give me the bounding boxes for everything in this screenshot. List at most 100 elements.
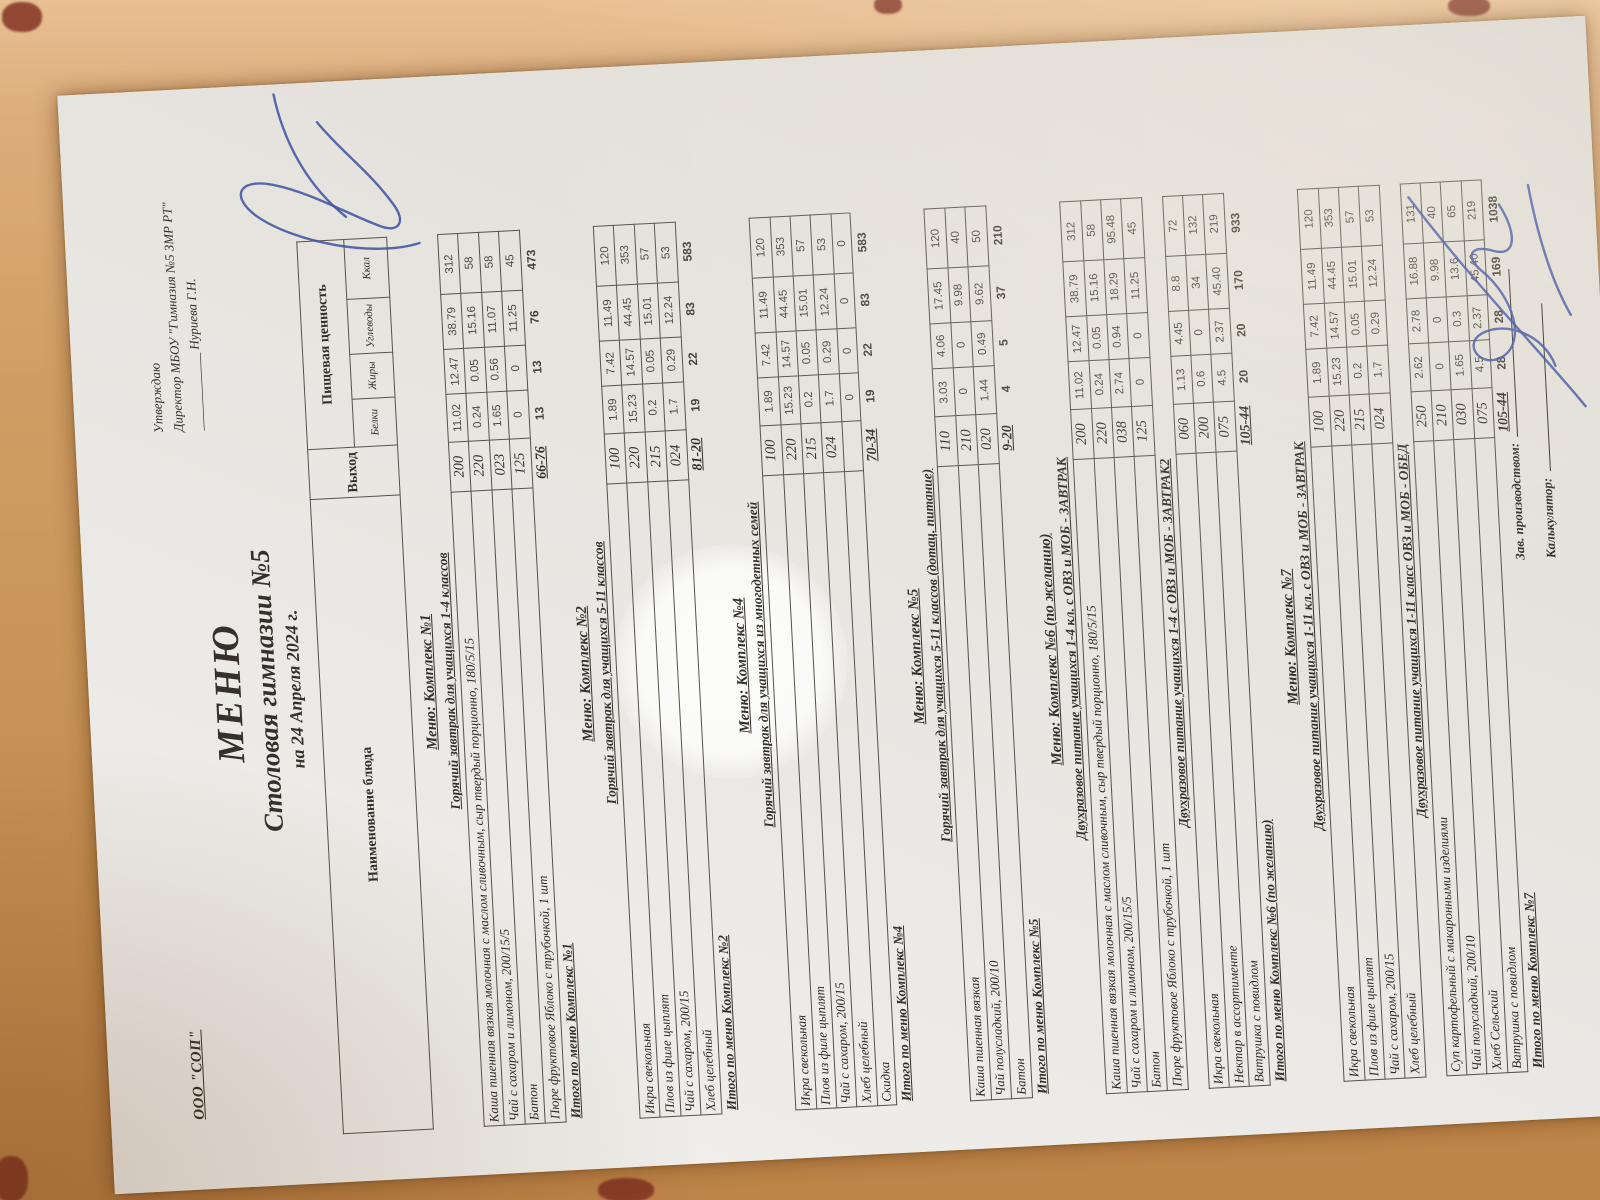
table-stain	[2, 2, 42, 32]
dish-out: 024	[1369, 392, 1393, 444]
dish-protein: 1.7	[1367, 345, 1390, 395]
dish-out: 220	[1328, 395, 1352, 447]
total-fat: 5	[995, 338, 1011, 347]
dish-fat: 0	[950, 321, 974, 368]
dish-fat: 7.42	[755, 332, 778, 379]
dish-out: 075	[1213, 401, 1237, 453]
dish-protein: 15.23	[1326, 347, 1350, 397]
total-carbs: 170	[1230, 269, 1246, 291]
total-kcal: 933	[1227, 212, 1243, 234]
dish-carbs: 17.45	[927, 267, 951, 324]
dish-carbs: 18.29	[1103, 258, 1127, 315]
dish-out: 100	[760, 424, 784, 476]
total-protein: 13	[531, 406, 547, 421]
dish-protein: 0	[953, 366, 976, 416]
director-name: Нуриева Г.Н.	[183, 278, 203, 351]
dish-protein: 0.24	[466, 392, 490, 442]
signature-ink	[1407, 183, 1587, 408]
dish-carbs: 15.16	[1083, 259, 1107, 316]
dish-fat: 0.29	[1364, 300, 1388, 347]
dish-out: 200	[448, 441, 472, 493]
dish-out: 100	[1308, 396, 1332, 448]
dish-out: 024	[821, 421, 845, 473]
dish-out: 038	[1111, 406, 1135, 458]
dish-out: 020	[975, 413, 999, 465]
total-fat: 20	[1233, 323, 1249, 338]
table-stain	[0, 1156, 28, 1200]
dish-carbs: 15.01	[637, 283, 661, 340]
dish-protein: 2.74	[1108, 358, 1132, 408]
dish-protein: 0	[507, 390, 530, 440]
dish-out: 100	[604, 433, 628, 485]
dish-out: 200	[1070, 408, 1094, 460]
dish-fat: 14.57	[619, 339, 643, 386]
dish-fat: 0.05	[640, 338, 663, 385]
dish-carbs: 45.40	[1205, 253, 1230, 310]
dish-carbs: 12.24	[657, 282, 681, 339]
dish-protein: 0.2	[642, 382, 666, 432]
dish-protein: 3.03	[932, 367, 956, 417]
dish-carbs: 44.45	[1321, 247, 1345, 304]
dish-protein: 0.6	[1190, 354, 1214, 404]
dish-carbs: 15.01	[793, 274, 817, 331]
dish-carbs: 9.98	[947, 266, 972, 323]
total-protein: 20	[1235, 369, 1251, 384]
total-carbs: 76	[526, 310, 542, 325]
dish-protein: 1.89	[601, 385, 625, 435]
signature-blank: ____________	[187, 352, 207, 432]
dish-carbs: 15.01	[1341, 246, 1365, 303]
dish-carbs: 15.16	[461, 292, 485, 349]
dish-fat: 0.56	[484, 346, 508, 393]
total-kcal: 210	[989, 224, 1005, 246]
footer-label-calculator: Калькулятор:	[1538, 477, 1559, 559]
document-content: ООО "СОП" Утверждаю Директор МБОУ "Гимна…	[57, 16, 1600, 1195]
dish-carbs: 11.25	[1124, 257, 1148, 314]
dish-out: 125	[509, 438, 533, 490]
dish-out: 110	[935, 415, 959, 467]
dish-fat: 0.94	[1106, 313, 1130, 360]
total-out: 66-76	[532, 445, 550, 480]
dish-out: 125	[1131, 405, 1155, 457]
dish-protein: 0.24	[1088, 359, 1112, 409]
dish-out: 220	[1091, 407, 1115, 459]
dish-carbs: 11.49	[1300, 248, 1324, 305]
dish-fat: 0.29	[660, 336, 684, 383]
total-carbs: 37	[993, 285, 1008, 300]
dish-carbs: 11.25	[501, 290, 526, 347]
dish-carbs: 12.24	[1361, 245, 1386, 302]
dish-protein: 0	[839, 372, 861, 422]
dish-fat: 7.42	[599, 340, 623, 387]
dish-carbs: 11.49	[752, 277, 776, 334]
table-stain	[598, 1178, 654, 1200]
dish-carbs: 9.62	[968, 265, 992, 322]
dish-fat: 14.57	[1323, 302, 1347, 349]
dish-carbs: 11.49	[596, 285, 620, 342]
column-header-fat: Жиры	[350, 352, 396, 400]
total-protein: 19	[687, 398, 703, 413]
dish-out: 060	[1172, 403, 1196, 455]
signature-ink	[239, 93, 421, 250]
total-out: 105-44	[1236, 405, 1254, 446]
total-kcal: 583	[679, 241, 695, 262]
dish-protein: 1.89	[757, 376, 781, 426]
dish-out: 215	[1349, 394, 1373, 446]
dish-fat: 0	[1188, 309, 1212, 356]
total-protein: 4	[998, 385, 1013, 393]
menu-table: Наименование блюда Выход Пищевая ценност…	[297, 178, 1553, 1134]
total-carbs: 83	[857, 292, 873, 307]
dish-fat: 0	[1126, 312, 1150, 359]
total-out: 70-34	[863, 428, 881, 462]
dish-fat: 4.45	[1168, 310, 1191, 357]
total-fat: 22	[860, 342, 875, 357]
column-header-out: Выход	[308, 444, 401, 500]
dish-fat: 14.57	[775, 330, 799, 377]
dish-carbs: 44.45	[616, 284, 641, 341]
dish-carbs: 8.8	[1165, 255, 1189, 312]
column-header-protein: Белки	[352, 397, 398, 448]
total-out: 81-20	[688, 437, 706, 472]
dish-protein: 0.2	[798, 374, 822, 424]
dish-carbs: 12.24	[813, 273, 837, 330]
dish-out: 215	[800, 422, 824, 474]
dish-fat: 12.47	[443, 348, 467, 395]
